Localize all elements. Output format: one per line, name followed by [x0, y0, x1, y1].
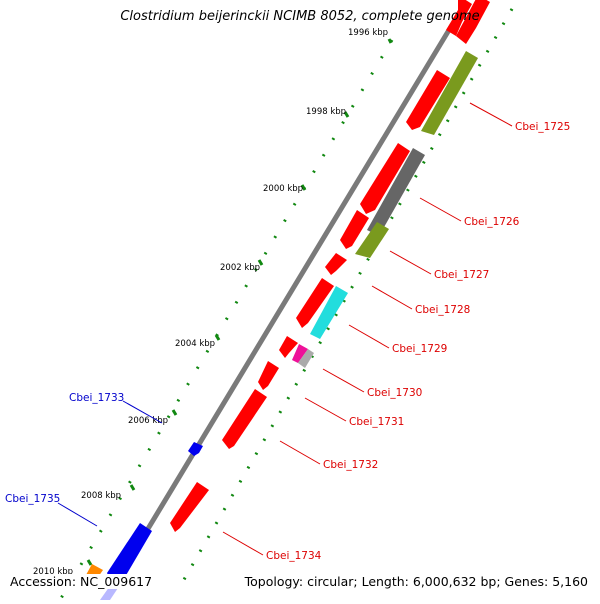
tick-label-2004: 2004 kbp [175, 339, 215, 349]
gene-label-cbei-1729[interactable]: Cbei_1729 [392, 343, 447, 355]
tick-mark-1996 [387, 38, 393, 44]
tick-label-2008: 2008 kbp [81, 491, 121, 501]
leader-cbei-1726 [419, 197, 462, 222]
leader-cbei-1729 [348, 324, 390, 349]
leader-cbei-1732 [279, 440, 321, 465]
tick-mark-2000 [300, 184, 307, 191]
gene-label-cbei-1725[interactable]: Cbei_1725 [515, 121, 570, 133]
major-ticks [86, 38, 393, 566]
tick-mark-2008 [129, 484, 136, 491]
feature-gray-2[interactable] [298, 349, 314, 368]
feature-cyan-1[interactable] [310, 286, 348, 339]
reverse-features [86, 0, 490, 600]
leader-cbei-1735 [57, 502, 98, 527]
feature-forward-4[interactable] [340, 210, 369, 249]
tick-label-2010: 2010 kbp [33, 567, 73, 577]
leader-cbei-1725 [469, 102, 513, 127]
genome-summary: Topology: circular; Length: 6,000,632 bp… [242, 574, 590, 589]
tick-label-2000: 2000 kbp [263, 184, 303, 194]
leader-cbei-1730 [322, 368, 365, 393]
feature-gray-1[interactable] [367, 148, 425, 236]
tick-labels: 1996 kbp 1998 kbp 2000 kbp 2002 kbp 2004… [33, 28, 388, 577]
leader-lines-blue [57, 400, 163, 527]
gene-label-cbei-1728[interactable]: Cbei_1728 [415, 304, 470, 316]
feature-forward-7[interactable] [279, 336, 298, 358]
tick-label-1998: 1998 kbp [306, 107, 346, 117]
feature-forward-8[interactable] [258, 361, 279, 390]
feature-reverse-1[interactable] [456, 0, 490, 44]
accession-label: Accession: NC_009617 [8, 574, 155, 589]
gene-label-cbei-1730[interactable]: Cbei_1730 [367, 387, 422, 399]
gene-label-cbei-1733[interactable]: Cbei_1733 [69, 392, 124, 404]
tick-label-1996: 1996 kbp [348, 28, 388, 38]
leader-lines-red [222, 102, 513, 556]
tick-label-2006: 2006 kbp [128, 416, 168, 426]
leader-cbei-1727 [389, 250, 432, 275]
gene-label-cbei-1732[interactable]: Cbei_1732 [323, 459, 378, 471]
gene-labels: Cbei_1725 Cbei_1726 Cbei_1727 Cbei_1728 … [5, 121, 570, 562]
gene-label-cbei-1726[interactable]: Cbei_1726 [464, 216, 520, 228]
feature-blue-1[interactable] [188, 442, 203, 456]
feature-forward-5[interactable] [325, 253, 347, 275]
feature-forward-10[interactable] [170, 482, 209, 532]
leader-cbei-1734 [222, 531, 264, 556]
tick-mark-2006 [171, 409, 178, 416]
feature-olive-2[interactable] [355, 222, 389, 258]
feature-blue-2[interactable] [107, 523, 152, 583]
feature-forward-2[interactable] [406, 70, 450, 130]
backbone-line [102, 23, 455, 602]
genome-backbone [90, 19, 458, 604]
gene-label-cbei-1727[interactable]: Cbei_1727 [434, 269, 489, 281]
leader-cbei-1731 [304, 397, 347, 422]
feature-forward-9[interactable] [222, 389, 267, 449]
gene-label-cbei-1731[interactable]: Cbei_1731 [349, 416, 404, 428]
guide-line-outer [176, 0, 519, 591]
feature-olive-1[interactable] [421, 51, 478, 135]
feature-forward-6[interactable] [296, 278, 334, 328]
gene-label-cbei-1734[interactable]: Cbei_1734 [266, 550, 322, 562]
tick-mark-2010 [86, 559, 93, 566]
tick-label-2002: 2002 kbp [220, 263, 260, 273]
feature-forward-3[interactable] [360, 143, 410, 214]
tick-mark-1998 [343, 111, 350, 118]
map-title: Clostridium beijerinckii NCIMB 8052, com… [120, 9, 480, 24]
feature-magenta-1[interactable] [292, 344, 308, 363]
tick-mark-2002 [257, 259, 264, 266]
tick-mark-2004 [214, 334, 221, 341]
leader-cbei-1728 [371, 285, 413, 310]
gene-label-cbei-1735[interactable]: Cbei_1735 [5, 493, 60, 505]
forward-features [170, 0, 472, 532]
leader-cbei-1733 [122, 400, 163, 424]
feature-forward-1[interactable] [446, 0, 472, 36]
guide-line-inner [58, 39, 394, 601]
